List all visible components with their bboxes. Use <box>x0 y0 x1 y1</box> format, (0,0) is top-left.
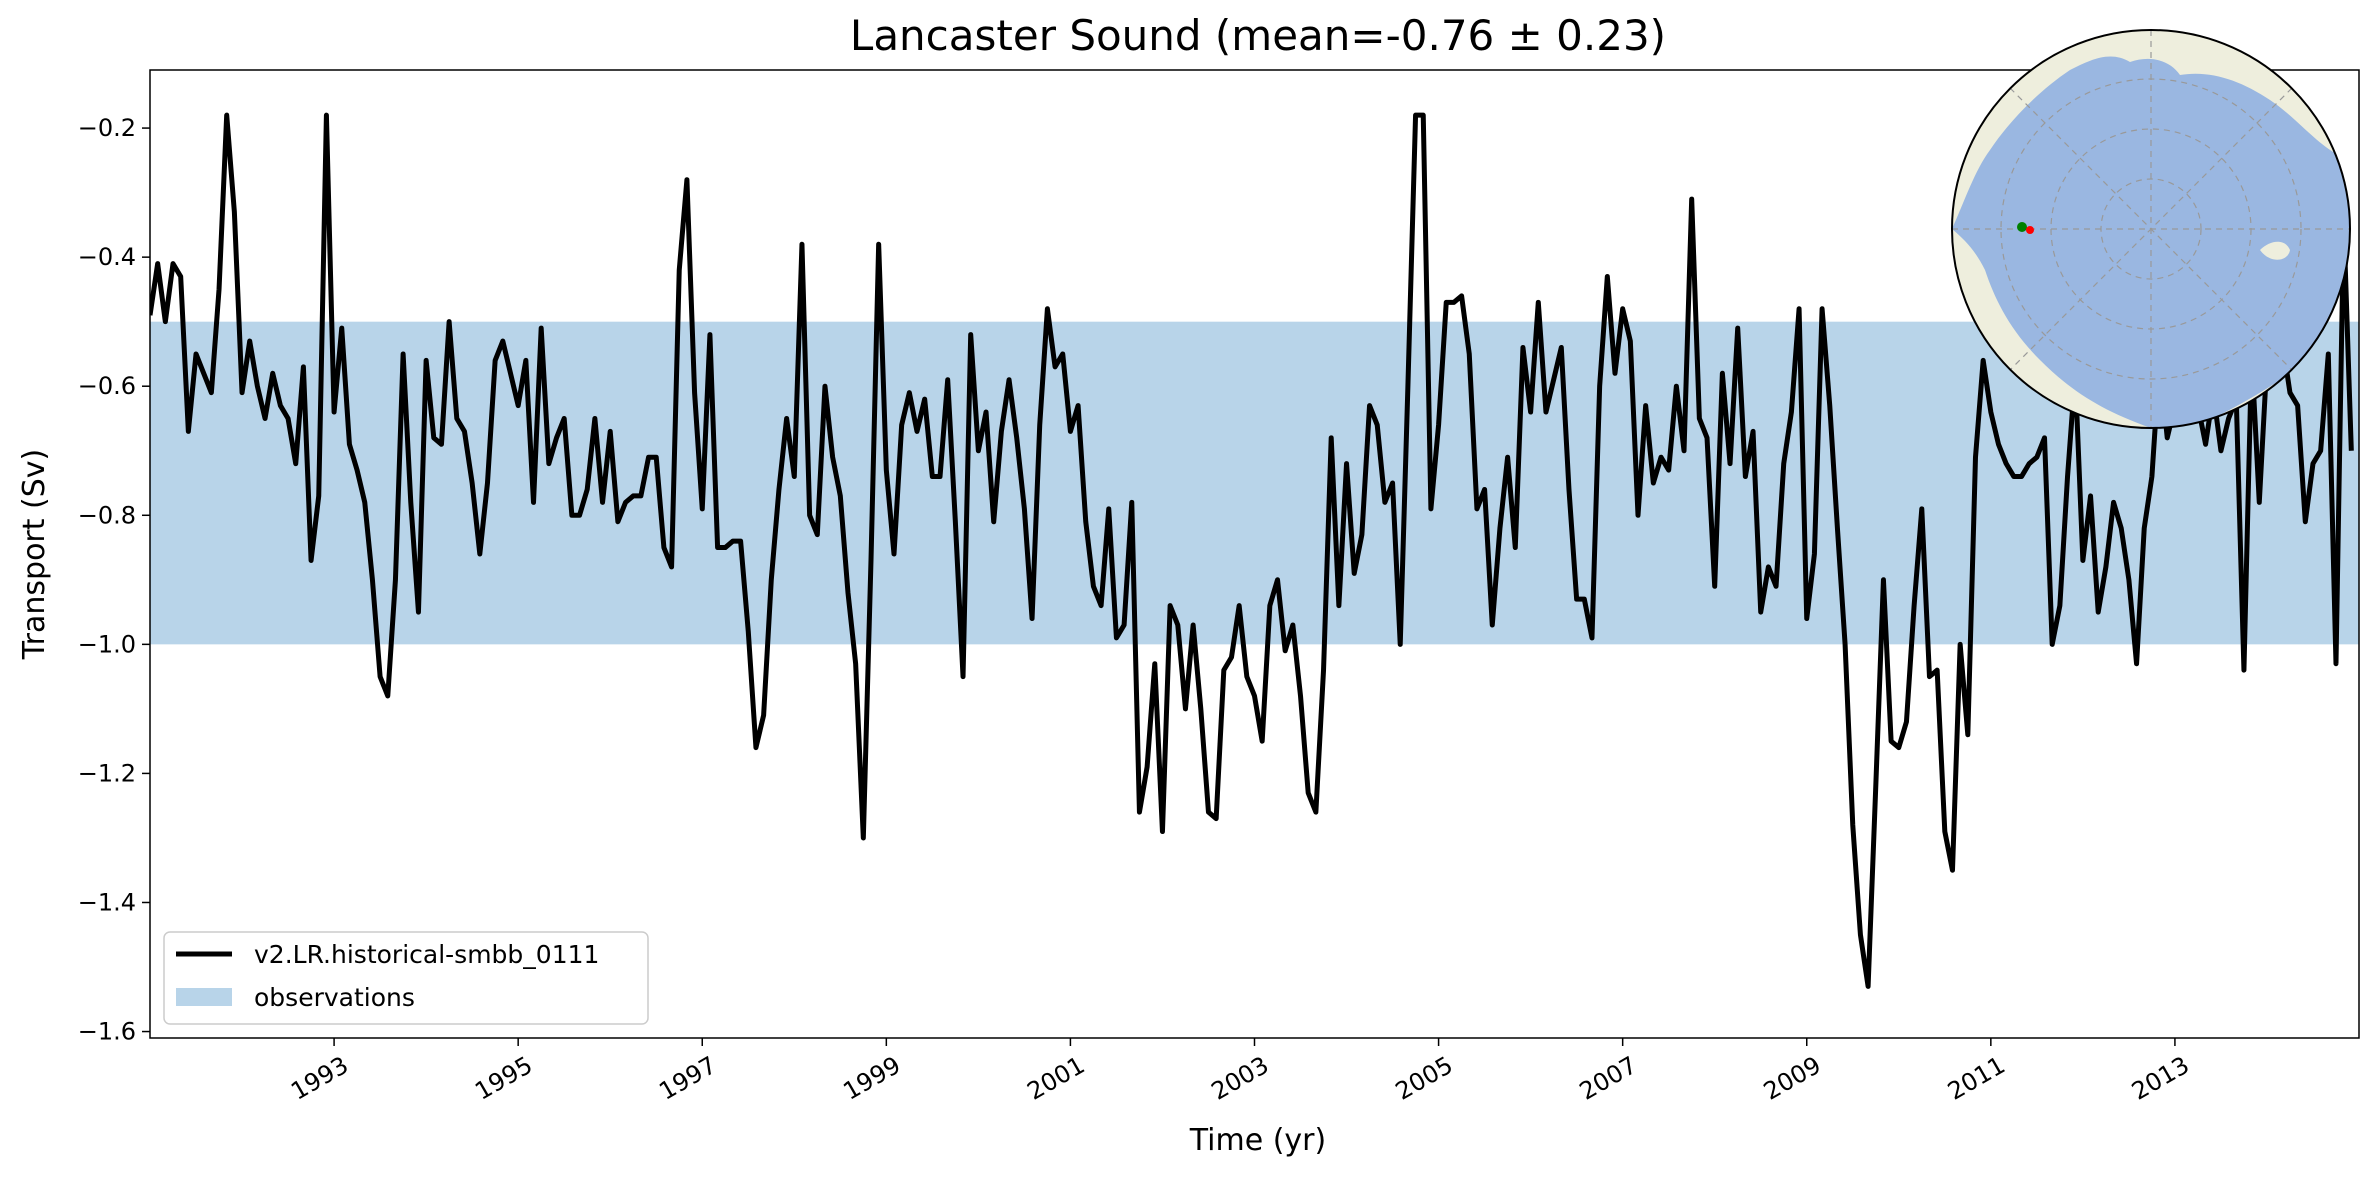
x-tick-label: 1999 <box>838 1051 905 1106</box>
y-tick-label: −1.2 <box>78 759 136 787</box>
legend-box <box>163 931 649 1025</box>
x-tick-label: 2011 <box>1943 1051 2010 1106</box>
legend-band-swatch <box>176 988 232 1006</box>
y-tick-label: −0.4 <box>78 243 136 271</box>
map-marker-green <box>2017 222 2027 232</box>
x-tick-label: 2003 <box>1207 1051 1274 1106</box>
x-tick-label: 1993 <box>286 1051 353 1106</box>
y-tick-label: −0.2 <box>78 114 136 142</box>
x-tick-label: 2013 <box>2127 1051 2194 1106</box>
arctic-inset-map <box>1951 29 2351 429</box>
x-tick-label: 2009 <box>1759 1051 1826 1106</box>
x-tick-label: 1995 <box>470 1051 537 1106</box>
x-tick-label: 1997 <box>654 1051 721 1106</box>
y-axis-ticks: −1.6 −1.4 −1.2 −1.0 −0.8 −0.6 −0.4 −0.2 <box>78 114 150 1046</box>
legend-label-series: v2.LR.historical-smbb_0111 <box>254 940 599 969</box>
x-axis-ticks: 1993 1995 1997 1999 2001 2003 2005 2007 2009 2011… <box>286 1038 2194 1106</box>
y-axis-label: Transport (Sv) <box>17 449 52 661</box>
y-tick-label: −0.8 <box>78 501 136 529</box>
map-border <box>1951 29 2351 429</box>
legend-label-observations: observations <box>254 983 415 1012</box>
x-tick-label: 2005 <box>1391 1051 1458 1106</box>
observations-band <box>150 321 2359 645</box>
y-tick-label: −1.0 <box>78 630 136 658</box>
y-tick-label: −1.4 <box>78 888 136 916</box>
y-tick-label: −1.6 <box>78 1018 136 1046</box>
y-tick-label: −0.6 <box>78 372 136 400</box>
legend: v2.LR.historical-smbb_0111 observations <box>163 931 649 1025</box>
x-tick-label: 2001 <box>1023 1051 1090 1106</box>
plot-area <box>150 112 2359 989</box>
map-marker-red <box>2026 226 2034 234</box>
series-line <box>150 112 2354 989</box>
chart-title: Lancaster Sound (mean=-0.76 ± 0.23) <box>850 11 1666 60</box>
x-tick-label: 2007 <box>1575 1051 1642 1106</box>
x-axis-label: Time (yr) <box>1189 1123 1326 1158</box>
